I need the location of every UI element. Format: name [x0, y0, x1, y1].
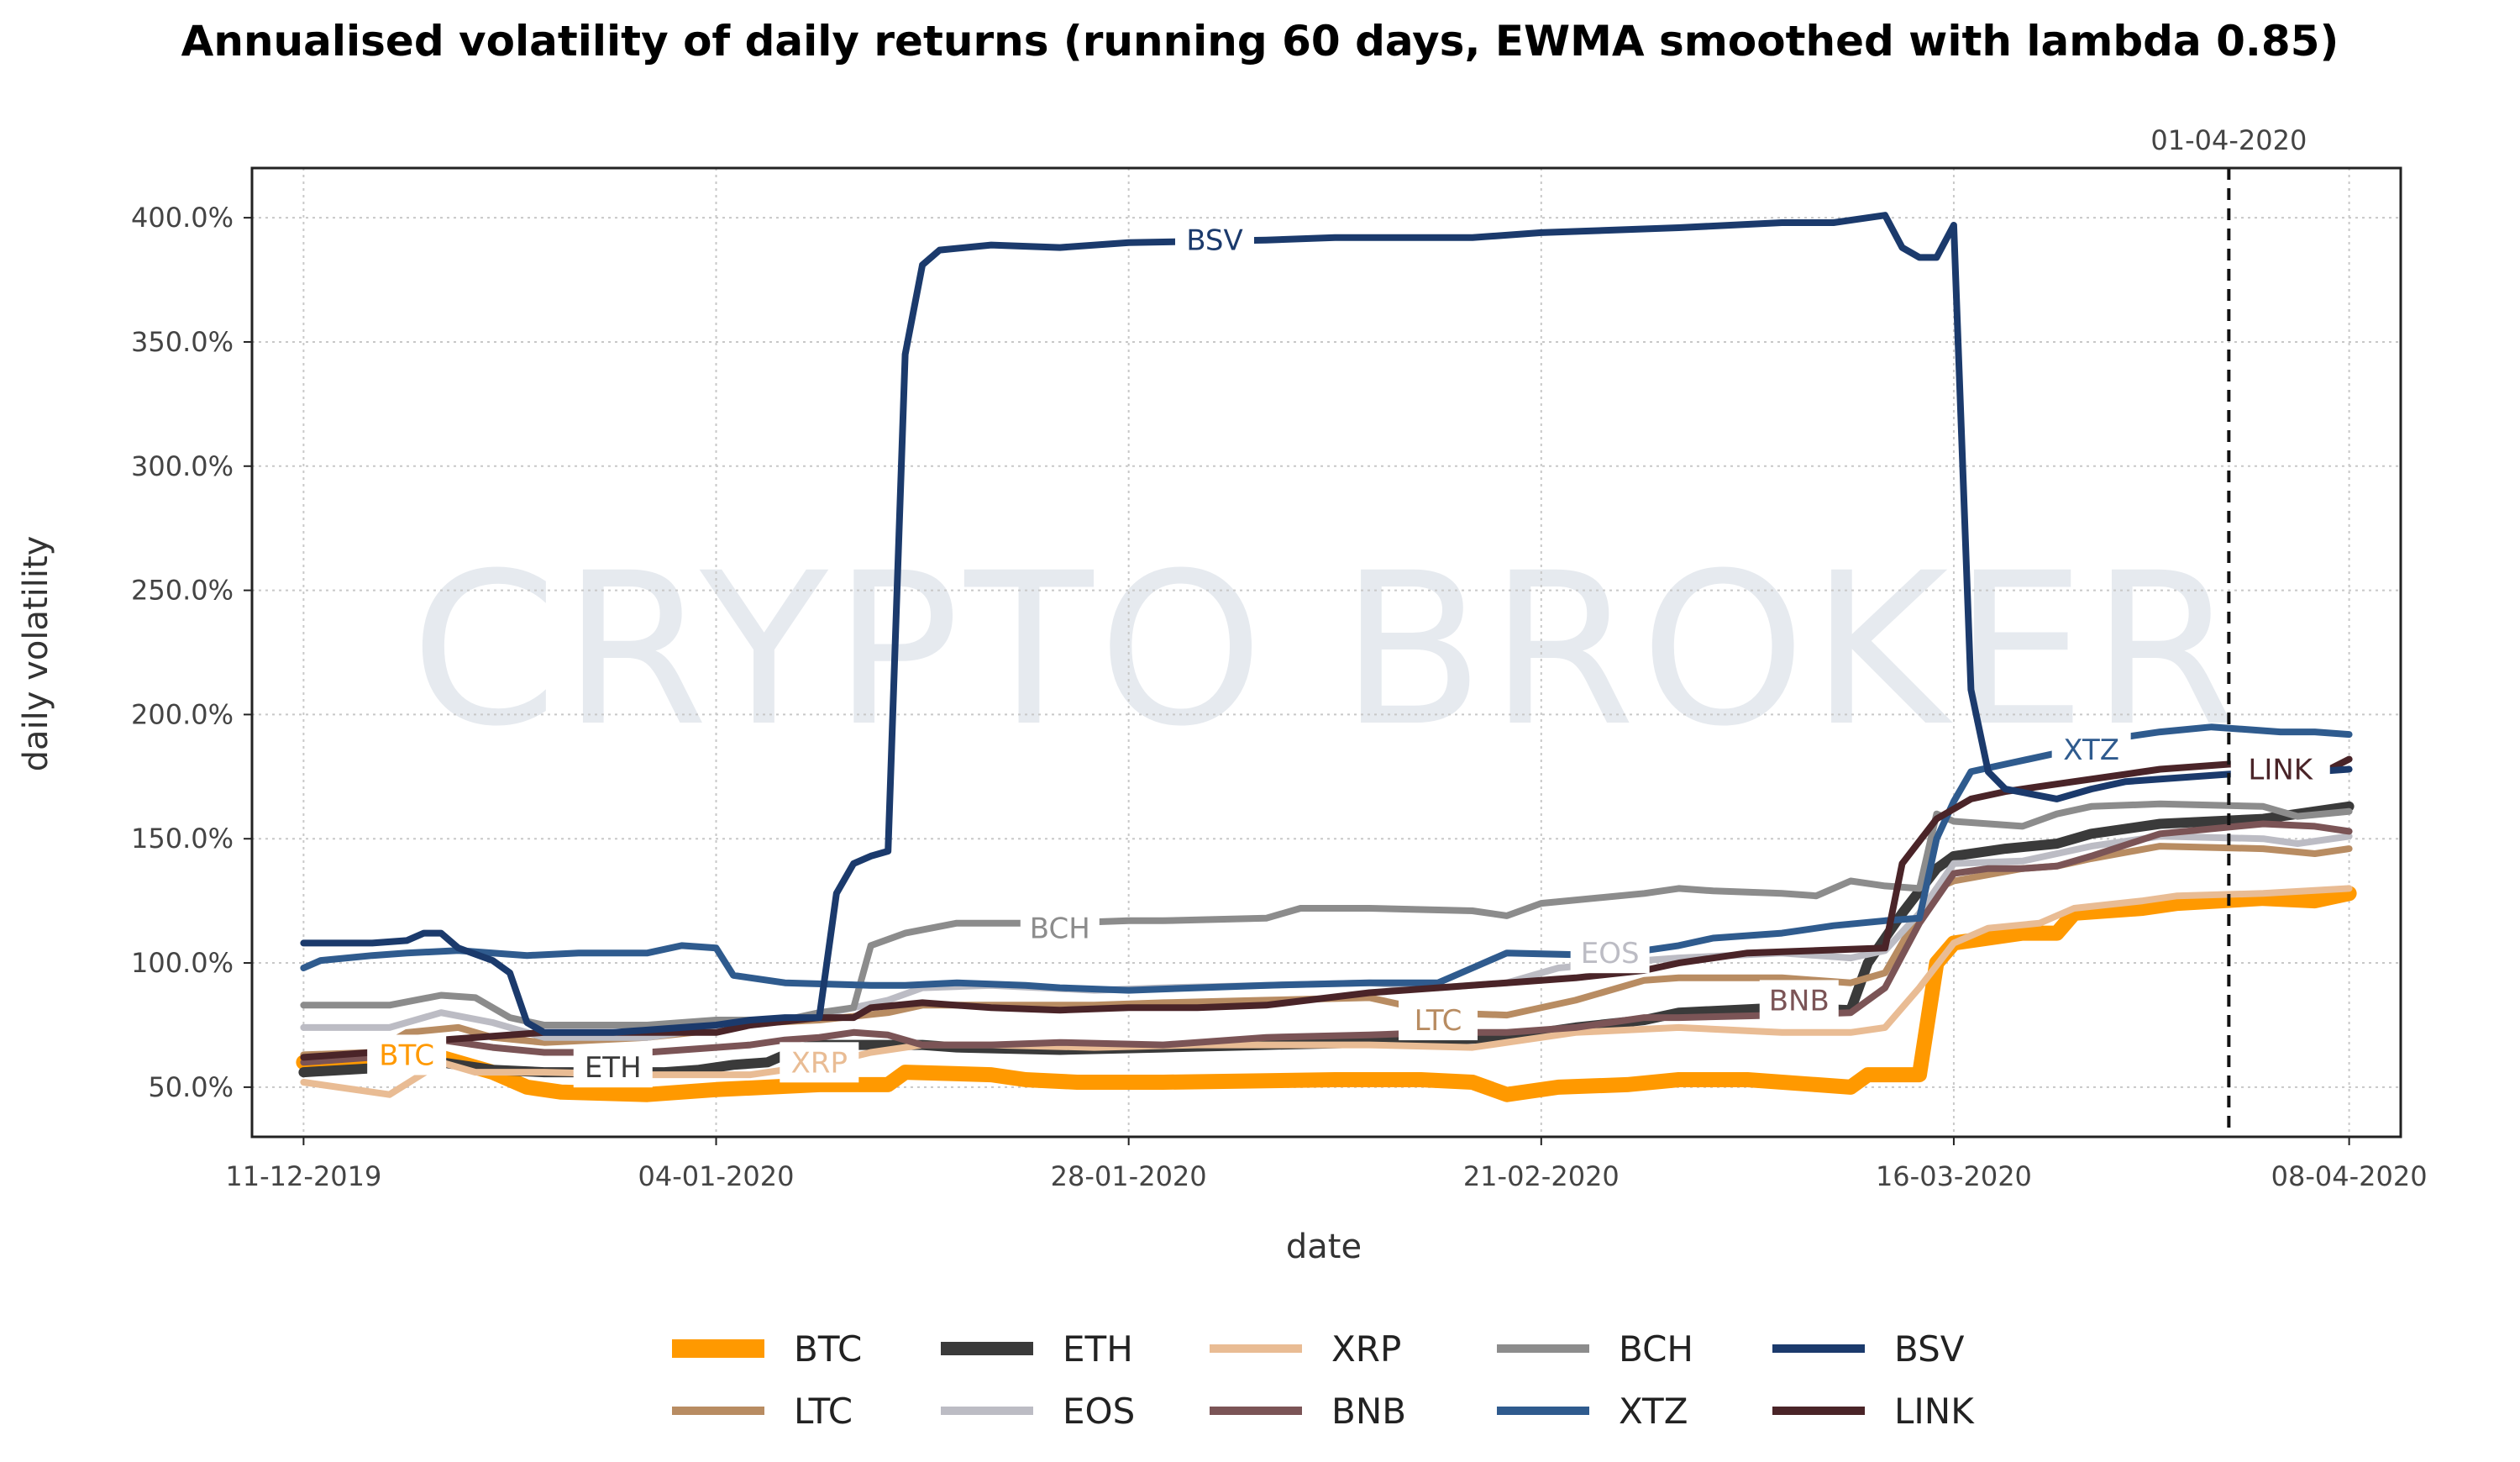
vline-label: 01-04-2020 [2150, 124, 2307, 156]
legend: BTC ETH XRP BCH BSV LTC EOS BNB XTZ LINK [672, 1328, 1975, 1432]
y-tick-label: 400.0% [131, 202, 234, 234]
legend-label-bnb: BNB [1331, 1391, 1406, 1432]
x-tick-label: 28-01-2020 [1051, 1160, 1207, 1192]
series-line-link [300, 755, 2353, 1061]
series-label-bg-eos [1570, 933, 1650, 974]
y-tick-label: 100.0% [131, 947, 234, 979]
series-label-bg-bch [1020, 907, 1100, 949]
series-line-xtz [300, 723, 2353, 994]
series-label-bg-bnb [1759, 980, 1839, 1021]
legend-label-xrp: XRP [1331, 1328, 1401, 1370]
x-tick-label: 11-12-2019 [225, 1160, 381, 1192]
y-tick-label: 50.0% [148, 1071, 234, 1103]
legend-label-eos: EOS [1063, 1391, 1135, 1432]
legend-label-ltc: LTC [794, 1391, 853, 1432]
x-tick-label: 21-02-2020 [1463, 1160, 1620, 1192]
series-label-xtz: XTZ [2063, 734, 2119, 767]
y-tick-label: 300.0% [131, 450, 234, 482]
y-tick-label: 150.0% [131, 823, 234, 855]
x-axis-label: date [1286, 1228, 1362, 1266]
y-axis-label: daily volatility [17, 536, 55, 772]
series-label-bg-xtz [2051, 728, 2131, 770]
series-label-bg-btc [367, 1034, 447, 1075]
legend-label-bch: BCH [1619, 1328, 1693, 1370]
y-tick-label: 200.0% [131, 698, 234, 730]
series-label-link: LINK [2248, 753, 2313, 786]
watermark: CRYPTO BROKER [411, 528, 2242, 772]
series-label-bch: BCH [1030, 912, 1090, 946]
series-line-bch [300, 800, 2353, 1028]
series-label-bg-xrp [780, 1042, 859, 1083]
series-label-bg-bsv [1174, 219, 1254, 260]
series-label-btc: BTC [379, 1039, 434, 1072]
series-label-bg-ltc [1399, 1000, 1478, 1041]
series-label-ltc: LTC [1415, 1004, 1462, 1038]
series-label-bnb: BNB [1769, 984, 1830, 1018]
y-tick-label: 250.0% [131, 575, 234, 607]
series-line-xrp [300, 885, 2353, 1098]
chart-title: Annualised volatility of daily returns (… [181, 17, 2339, 66]
series-label-eos: EOS [1581, 937, 1640, 970]
legend-label-btc: BTC [794, 1328, 862, 1370]
y-tick-label: 350.0% [131, 326, 234, 358]
legend-label-link: LINK [1894, 1391, 1975, 1432]
legend-label-xtz: XTZ [1619, 1391, 1688, 1432]
legend-label-bsv: BSV [1894, 1328, 1965, 1370]
series-line-btc [296, 886, 2357, 1102]
series-label-bsv: BSV [1186, 224, 1243, 258]
series-label-eth: ETH [585, 1051, 642, 1085]
legend-label-eth: ETH [1063, 1328, 1133, 1370]
series-label-xrp: XRP [791, 1046, 848, 1080]
series-label-bg-link [2230, 749, 2330, 790]
x-tick-label: 08-04-2020 [2271, 1160, 2428, 1192]
plot-frame [250, 166, 2402, 1139]
x-tick-label: 04-01-2020 [638, 1160, 795, 1192]
series-line-bsv [300, 212, 2353, 1036]
series-label-bg-eth [573, 1047, 653, 1088]
plot-area: CRYPTO BROKER BTC ETH XRP LTC EOS BNB BCH XTZ LIN… [131, 124, 2428, 1192]
x-tick-label: 16-03-2020 [1876, 1160, 2032, 1192]
